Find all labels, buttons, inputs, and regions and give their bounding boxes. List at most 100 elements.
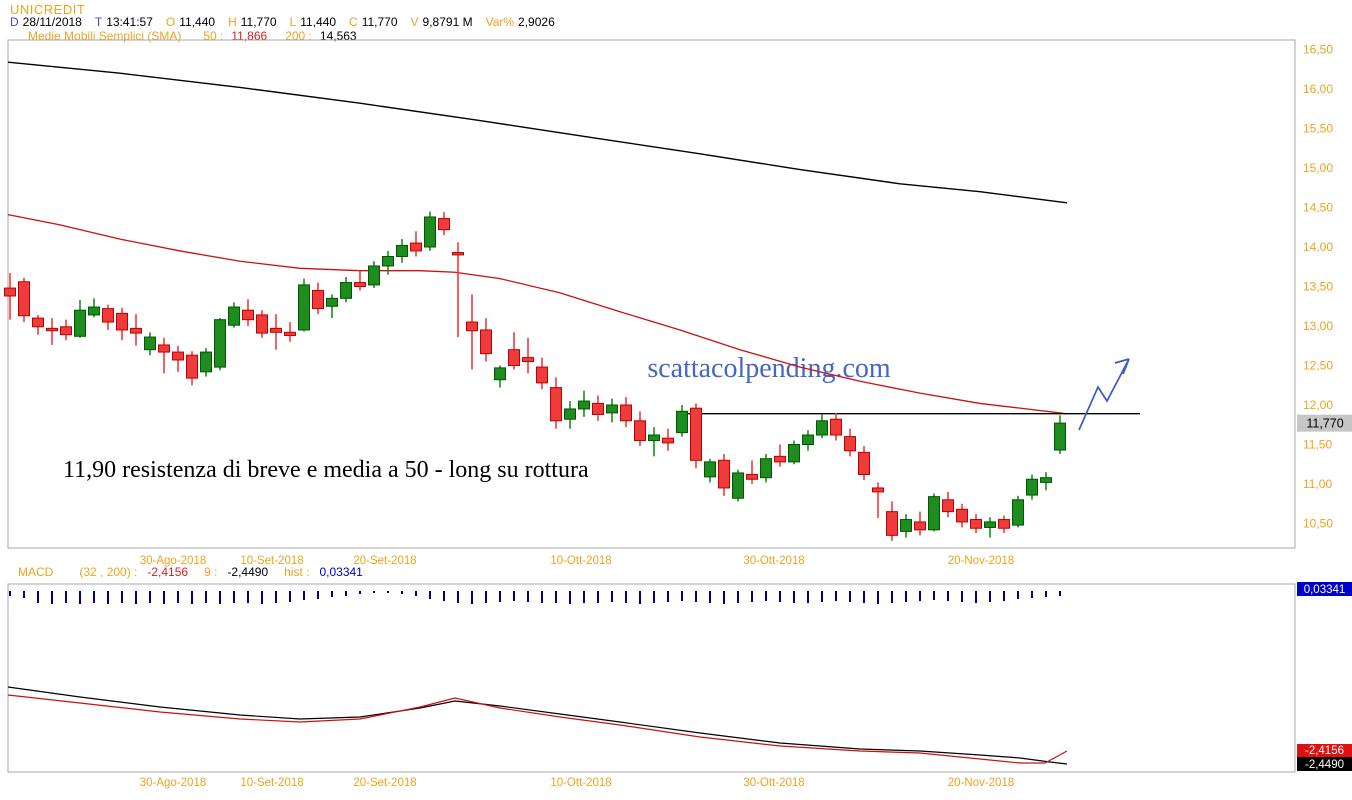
date-tick-label: 10-Ott-2018 — [550, 777, 611, 789]
candle-body — [788, 444, 800, 463]
price-tick-label: 12,00 — [1303, 398, 1333, 412]
candle-body — [1054, 422, 1066, 451]
candle-body — [536, 366, 548, 384]
candle-body — [900, 519, 912, 532]
candle-body — [606, 404, 618, 414]
price-tick-label: 13,00 — [1303, 319, 1333, 333]
candle-body — [242, 309, 254, 321]
price-tick-label: 12,50 — [1303, 359, 1333, 373]
candle-body — [368, 265, 380, 286]
candle-body — [144, 336, 156, 351]
candle-body — [746, 474, 758, 480]
candle-body — [438, 218, 450, 231]
sma-line-token: 14,563 — [319, 29, 357, 43]
candle-body — [424, 216, 436, 248]
quote-line-token: 9,8791 M — [422, 15, 473, 29]
candle-body — [620, 404, 632, 422]
candle-body — [760, 458, 772, 479]
candle-body — [452, 252, 464, 256]
candle-body — [718, 459, 730, 489]
candlestick-series — [4, 211, 1066, 541]
quote-line-token: H — [228, 15, 237, 29]
macd-hist-value-box — [1297, 582, 1352, 596]
candle-body — [704, 461, 716, 478]
candle-body — [774, 455, 786, 463]
candle-body — [816, 420, 828, 436]
candle-body — [466, 321, 478, 332]
sma-line-token: Medie Mobili Semplici (SMA) — [28, 29, 182, 43]
candle-body — [396, 244, 408, 257]
candle-body — [200, 351, 212, 373]
candle-body — [886, 511, 898, 536]
candle-body — [284, 331, 296, 336]
price-tick-label: 16,00 — [1303, 82, 1333, 96]
price-tick-label: 16,50 — [1303, 43, 1333, 57]
date-tick-label: 20-Set-2018 — [353, 555, 416, 567]
quote-line-token: 11,770 — [240, 15, 277, 29]
candle-body — [298, 284, 310, 331]
macd-value-box — [1297, 744, 1352, 757]
candle-body — [914, 521, 926, 531]
quote-line-token: Var% — [485, 15, 515, 29]
date-tick-label: 30-Ago-2018 — [140, 555, 207, 567]
sma-50-line — [7, 213, 1067, 415]
price-tick-label: 11,00 — [1303, 477, 1332, 491]
candle-body — [970, 519, 982, 529]
macd-line — [7, 694, 1068, 764]
date-tick-label: 20-Set-2018 — [353, 777, 416, 789]
candle-body — [872, 487, 884, 493]
quote-line-token: D — [10, 15, 19, 29]
candle-body — [858, 451, 870, 476]
date-tick-label: 10-Ott-2018 — [550, 555, 611, 567]
candle-body — [522, 357, 534, 363]
quote-line-token: 11,440 — [300, 15, 337, 29]
candle-body — [270, 327, 282, 333]
candle-body — [228, 306, 240, 326]
price-tick-label: 14,50 — [1303, 201, 1333, 215]
macd-line-token: 9 : — [204, 565, 218, 579]
candle-body — [74, 309, 86, 337]
candle-body — [214, 319, 226, 368]
quote-line-token: T — [94, 15, 103, 29]
date-tick-label: 10-Set-2018 — [240, 777, 303, 789]
sma-line-token: 50 : — [203, 29, 224, 43]
sma-legend-line: Medie Mobili Semplici (SMA) 50 : 11,866 200… — [28, 30, 357, 43]
sma-line-token: 200 : — [285, 29, 312, 43]
candle-body — [648, 434, 660, 442]
quote-line-token: C — [349, 15, 358, 29]
macd-hist-value-label: 0,03341 — [1304, 584, 1346, 596]
candle-body — [88, 306, 100, 316]
macd-line-token: MACD — [18, 565, 54, 579]
candle-body — [382, 255, 394, 267]
quote-line-token: V — [410, 15, 419, 29]
candle-body — [844, 436, 856, 452]
candle-body — [116, 312, 128, 331]
price-tick-label: 14,00 — [1303, 240, 1333, 254]
quote-line-token: 2,9026 — [518, 15, 555, 29]
price-axis: 16,50 16,00 15,50 15,00 14,50 14,00 13,50 13,00… — [1303, 43, 1333, 531]
candle-body — [130, 327, 142, 334]
symbol-title: UNICREDIT — [10, 2, 86, 17]
date-tick-label: 30-Ott-2018 — [743, 777, 804, 789]
candle-body — [1040, 477, 1052, 483]
date-axis-main: 30-Ago-2018 10-Set-2018 20-Set-2018 10-Ott-… — [140, 555, 1014, 567]
candle-body — [158, 344, 170, 353]
macd-line-token: 0,03341 — [319, 565, 363, 579]
breakout-arrow — [1078, 358, 1130, 431]
breakout-arrow-head — [1114, 358, 1130, 375]
date-tick-label: 20-Nov-2018 — [948, 777, 1014, 789]
candle-body — [480, 329, 492, 355]
last-price-marker — [1297, 414, 1352, 432]
candle-body — [4, 287, 16, 297]
candle-body — [312, 289, 324, 310]
candle-body — [634, 420, 646, 442]
macd-value-label: -2,4156 — [1305, 745, 1344, 757]
macd-line-token: -2,4490 — [227, 565, 269, 579]
candle-body — [956, 508, 968, 523]
candle-body — [326, 297, 338, 307]
price-tick-label: 15,50 — [1303, 122, 1333, 136]
quote-line-token: L — [289, 15, 297, 29]
candle-body — [340, 282, 352, 299]
